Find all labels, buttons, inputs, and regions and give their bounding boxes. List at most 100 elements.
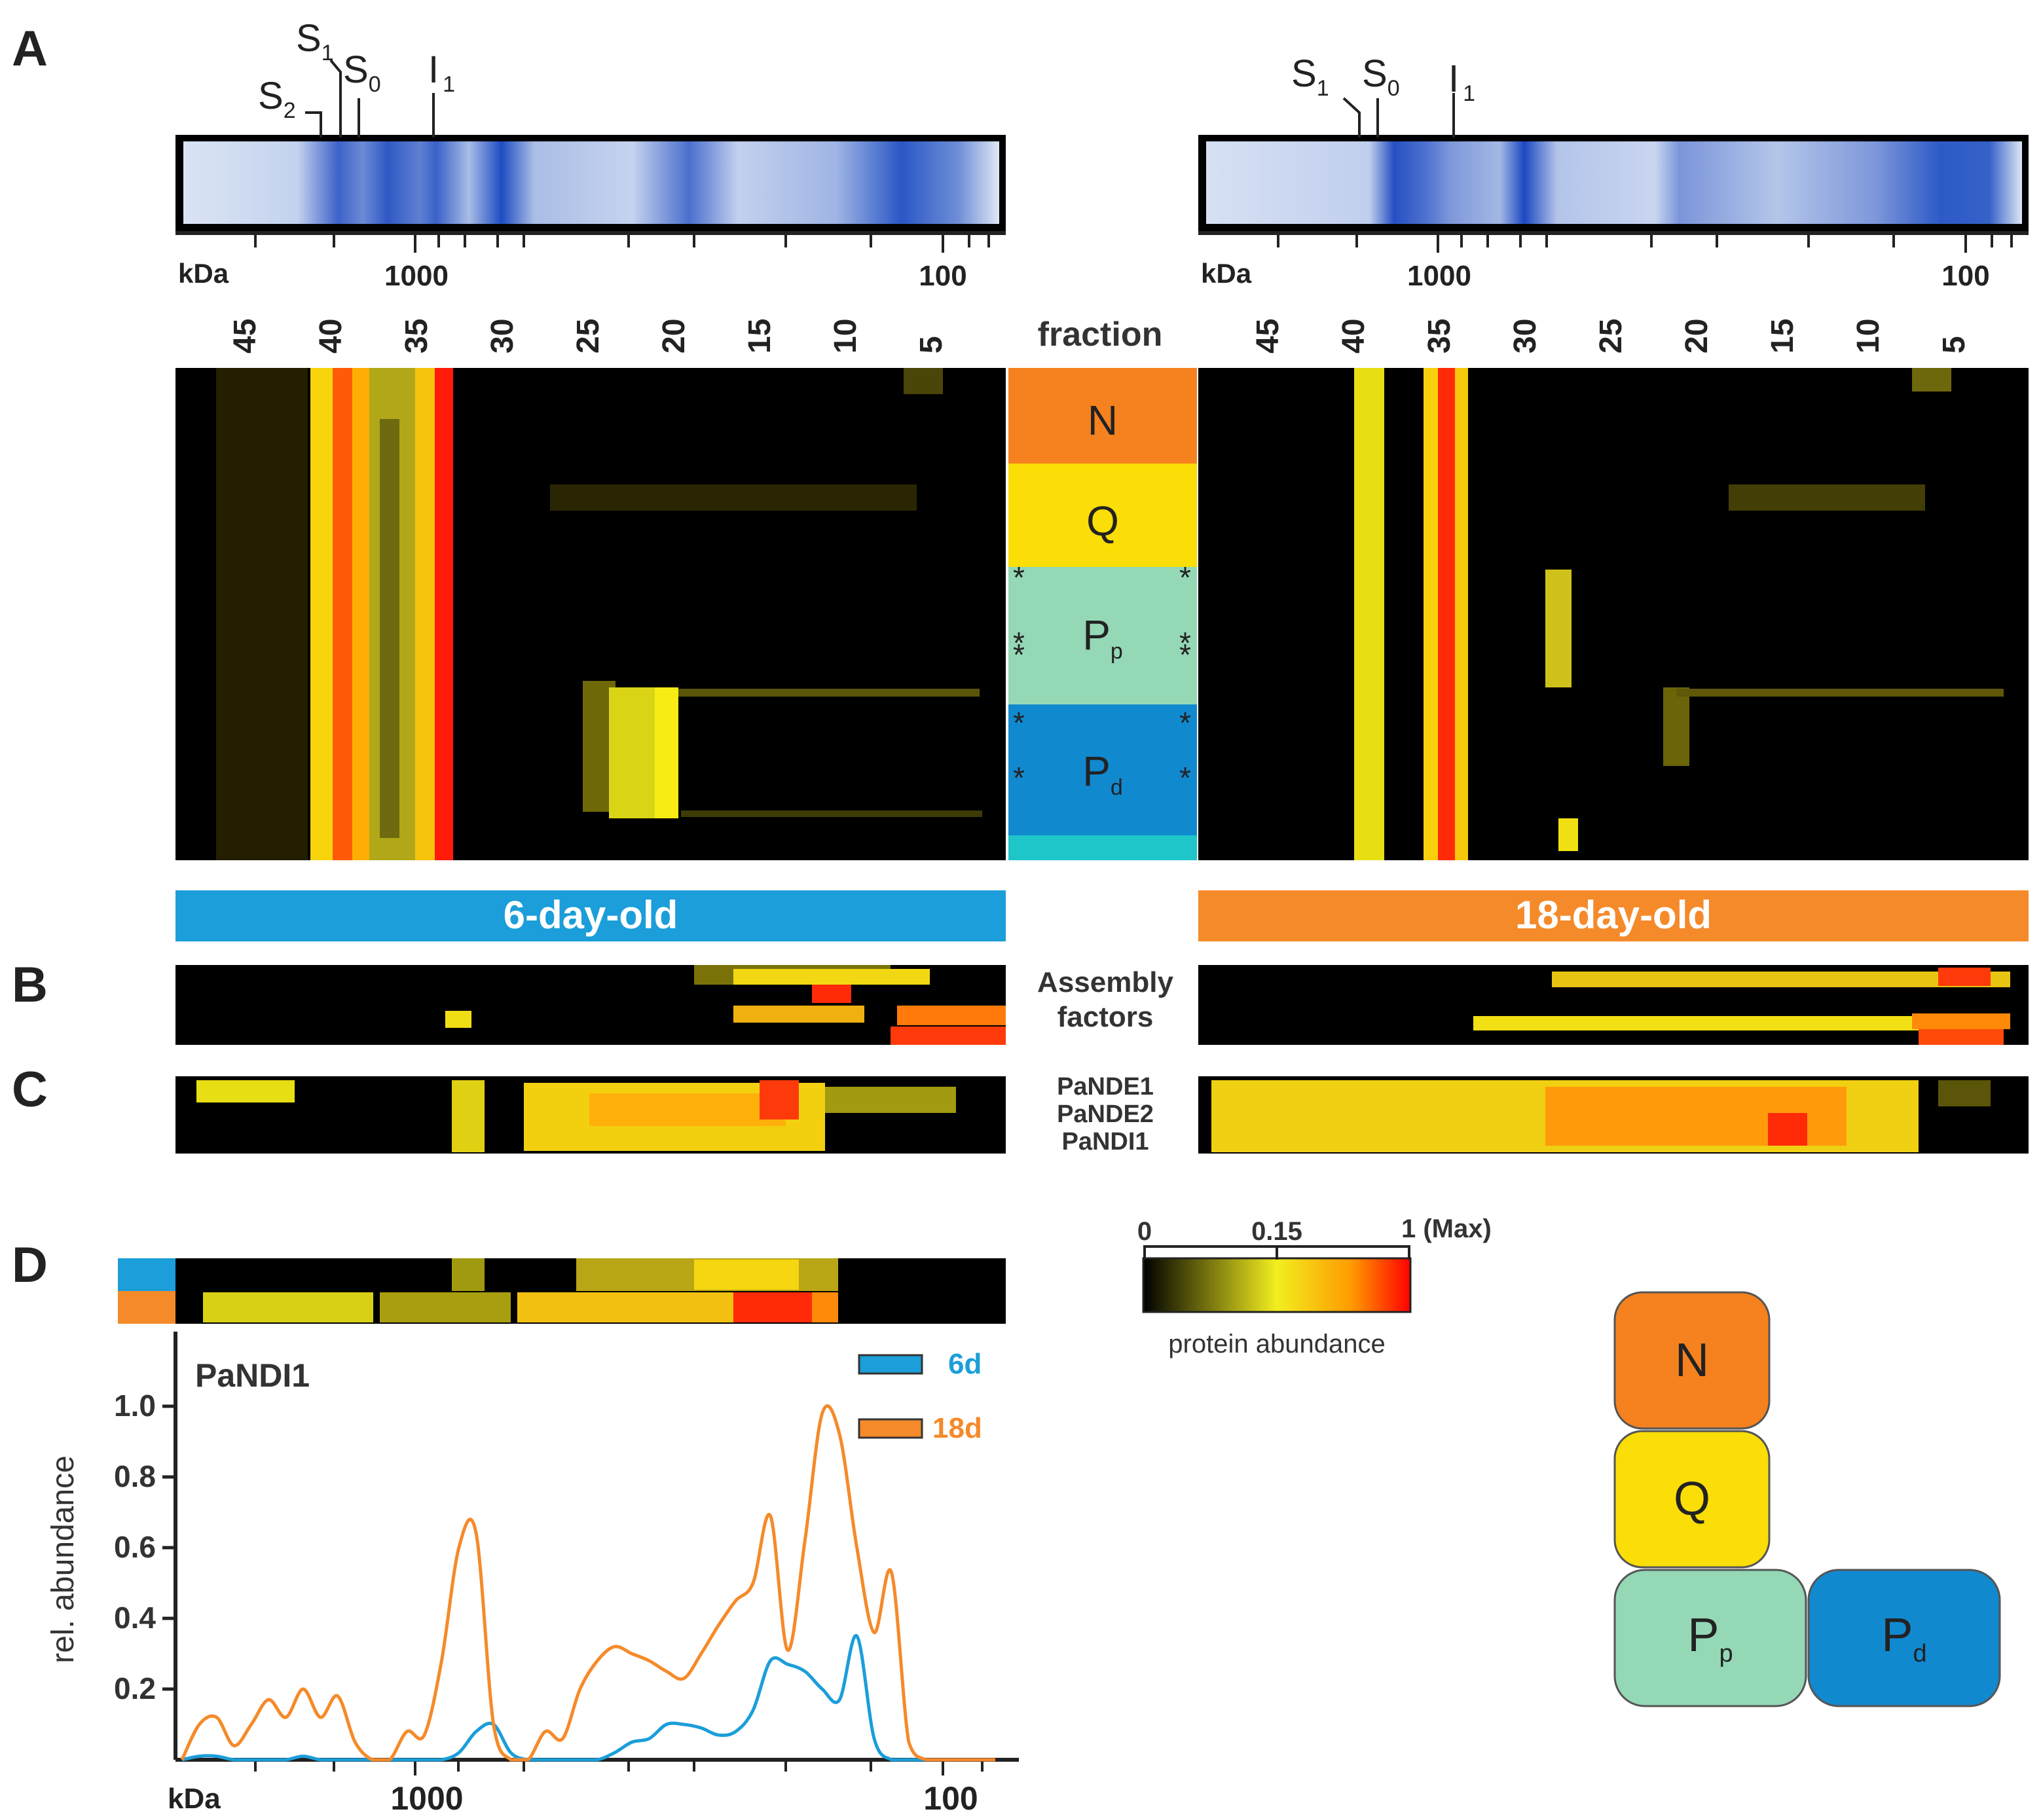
gel-right-markers (1342, 93, 1455, 137)
fraction-ticks-left: 45 40 35 30 25 20 15 10 5 (228, 319, 949, 354)
heatmap-assembly-18d (1198, 965, 2029, 1045)
kda-1000-left: 1000 (384, 260, 449, 292)
ndh-label-pande2: PaNDE2 (1057, 1101, 1154, 1128)
fraction-tick: 5 (1937, 336, 1972, 354)
fraction-tick: 30 (485, 319, 520, 354)
panel-label-b: B (12, 957, 48, 1013)
fraction-tick: 30 (1508, 319, 1543, 354)
kda-1000-right: 1000 (1407, 260, 1471, 292)
gel-left-markers (305, 59, 435, 137)
marker-r-s1: S1 (1291, 52, 1329, 101)
kda-scale-left (175, 231, 1006, 253)
heatmap-ndh-18d (1198, 1076, 2029, 1154)
y-ticks (162, 1404, 175, 1691)
module-n: N (1088, 397, 1118, 444)
asterisk-markers: * * * * * * * * * * (1013, 560, 1191, 795)
fraction-tick: 45 (1251, 319, 1285, 354)
svg-text:*: * (1179, 638, 1191, 672)
fraction-tick: 45 (228, 319, 263, 354)
heatmap-assembly-6d (175, 965, 1006, 1045)
age-bar-6d (175, 890, 1006, 941)
svg-text:*: * (1013, 560, 1025, 594)
module-pd: Pd (1082, 748, 1123, 800)
fraction-tick: 35 (1422, 319, 1457, 354)
series-line-18d (180, 1404, 995, 1762)
line-chart: 0.2 0.4 0.6 0.8 1.0 rel. abundance kDa 1… (46, 1332, 1019, 1817)
legend-swatch-18d (858, 1418, 923, 1439)
assembly-label-line1: Assembly (1037, 966, 1173, 998)
svg-text:*: * (1013, 706, 1025, 740)
x-ticks (254, 1760, 984, 1775)
svg-text:*: * (1179, 560, 1191, 594)
series-line-6d (181, 1634, 995, 1762)
cartoon-pd: Pd (1881, 1609, 1926, 1667)
chart-title: PaNDI1 (195, 1357, 310, 1394)
age-label-6d: 6-day-old (504, 893, 678, 937)
fraction-tick: 5 (914, 336, 949, 354)
legend-label-6d: 6d (948, 1348, 982, 1380)
colorbar-tick-015: 0.15 (1251, 1217, 1302, 1246)
marker-s2: S2 (258, 75, 296, 123)
y-tick-label: 0.4 (114, 1601, 156, 1635)
age-bar-18d (1198, 890, 2029, 941)
gel-right (1198, 135, 2029, 232)
y-tick-label: 0.2 (114, 1671, 156, 1705)
svg-text:*: * (1179, 706, 1191, 740)
svg-text:*: * (1179, 626, 1191, 660)
x-tick-label: 100 (923, 1780, 978, 1817)
module-q: Q (1086, 498, 1119, 545)
heatmap-ndh-6d (175, 1076, 1006, 1154)
ndh-label-pandi1: PaNDI1 (1061, 1128, 1149, 1156)
svg-text:*: * (1013, 626, 1025, 660)
module-pp: Pp (1082, 611, 1123, 664)
svg-text:*: * (1013, 638, 1025, 672)
module-column (1008, 368, 1197, 860)
fraction-tick: 40 (314, 319, 348, 354)
x-tick-label: 1000 (390, 1780, 463, 1817)
fraction-tick: 20 (1680, 319, 1714, 354)
heatmap-18d (1198, 368, 2029, 860)
module-cartoon (1613, 1291, 2001, 1707)
heatmap-6d (175, 368, 1006, 860)
colorbar-caption: protein abundance (1168, 1330, 1385, 1358)
marker-s0: S0 (343, 48, 381, 97)
panel-label-d: D (12, 1237, 48, 1293)
legend-label-18d: 18d (932, 1412, 982, 1444)
fraction-tick: 15 (1765, 319, 1800, 354)
assembly-label-line2: factors (1057, 1001, 1154, 1033)
fraction-tick: 25 (1594, 319, 1628, 354)
y-axis-label: rel. abundance (46, 1455, 81, 1664)
colorbar-tick-0: 0 (1137, 1217, 1152, 1246)
fraction-tick: 10 (1851, 319, 1886, 354)
marker-s1: S1 (296, 17, 334, 65)
fraction-tick: 10 (828, 319, 863, 354)
y-tick-label: 0.6 (114, 1530, 156, 1564)
panel-label-a: A (12, 21, 48, 77)
fraction-tick: 20 (657, 319, 691, 354)
cartoon-q: Q (1674, 1473, 1710, 1525)
cartoon-pp: Pp (1687, 1609, 1733, 1667)
y-tick-label: 0.8 (114, 1459, 156, 1493)
fraction-tick: 15 (743, 319, 777, 354)
heatmap-pandi1 (118, 1258, 1006, 1324)
y-tick-label: 1.0 (114, 1389, 156, 1423)
svg-text:*: * (1013, 761, 1025, 795)
legend-swatch-6d (858, 1354, 923, 1375)
cartoon-n: N (1675, 1334, 1709, 1387)
fraction-tick: 35 (399, 319, 434, 354)
fraction-tick: 25 (571, 319, 606, 354)
ndh-label-pande1: PaNDE1 (1057, 1073, 1154, 1101)
kda-scale-right (1198, 231, 2029, 253)
marker-r-s0: S0 (1362, 52, 1400, 101)
kda-100-left: 100 (919, 260, 966, 292)
kda-100-right: 100 (1941, 260, 1989, 292)
fraction-tick: 40 (1336, 319, 1371, 354)
age-label-18d: 18-day-old (1515, 893, 1712, 937)
svg-text:*: * (1179, 761, 1191, 795)
fraction-label: fraction (1038, 316, 1163, 354)
x-axis-label: kDa (168, 1783, 221, 1815)
kda-label-left: kDa (178, 258, 229, 289)
colorbar (1142, 1245, 1412, 1313)
